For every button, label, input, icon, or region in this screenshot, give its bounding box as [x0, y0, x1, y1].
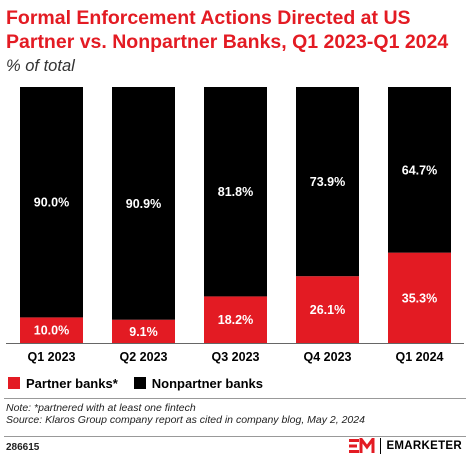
chart-subtitle: % of total [6, 57, 75, 75]
bar-partner [204, 296, 267, 343]
data-label-partner: 18.2% [218, 313, 253, 327]
source-text: Source: Klaros Group company report as c… [6, 414, 365, 426]
chart-title: Formal Enforcement Actions Directed at U… [6, 7, 449, 53]
data-label-nonpartner: 64.7% [402, 163, 437, 177]
brand-name: EMARKETER [386, 440, 462, 452]
divider-top [4, 398, 466, 399]
legend-swatch-nonpartner [133, 377, 146, 389]
bar-partner [112, 319, 175, 343]
data-label-nonpartner: 73.9% [310, 175, 345, 189]
bar-nonpartner [388, 87, 451, 253]
legend-item-nonpartner: Nonpartner banks [133, 375, 264, 391]
data-label-partner: 35.3% [402, 291, 437, 305]
brand: EMARKETER [349, 436, 462, 456]
x-tick-label: Q4 2023 [304, 350, 352, 364]
data-label-nonpartner: 90.9% [126, 197, 161, 211]
data-label-nonpartner: 90.0% [34, 196, 69, 210]
chart-legend: Partner banks* Nonpartner banks [8, 375, 279, 391]
bar-partner [296, 276, 359, 343]
data-label-nonpartner: 81.8% [218, 185, 253, 199]
bar-nonpartner [20, 87, 83, 318]
x-tick-label: Q3 2023 [212, 350, 260, 364]
brand-separator [380, 438, 382, 454]
em-logo-icon [349, 438, 375, 453]
legend-label-nonpartner: Nonpartner banks [151, 375, 264, 391]
bar-nonpartner [112, 87, 175, 320]
chart-id: 286615 [6, 442, 40, 453]
data-label-partner: 10.0% [34, 324, 69, 338]
legend-swatch-partner [8, 377, 20, 389]
bar-nonpartner [204, 87, 267, 297]
x-tick-label: Q1 2023 [28, 350, 76, 364]
data-label-partner: 26.1% [310, 303, 345, 317]
footnote: Note: *partnered with at least one finte… [6, 402, 365, 426]
divider-bottom [4, 436, 466, 437]
legend-label-partner: Partner banks* [26, 375, 118, 391]
x-tick-label: Q1 2024 [396, 350, 444, 364]
data-label-partner: 9.1% [129, 325, 158, 339]
bar-nonpartner [296, 87, 359, 277]
stacked-bar-chart: 10.0% 90.0% Q1 2023 9.1% 90.9% Q2 2023 18.2% 81… [6, 87, 464, 364]
legend-item-partner: Partner banks* [8, 376, 118, 391]
bar-partner [20, 317, 83, 343]
note-text: Note: *partnered with at least one finte… [6, 402, 196, 414]
bar-partner [388, 252, 451, 343]
x-tick-label: Q2 2023 [120, 350, 168, 364]
